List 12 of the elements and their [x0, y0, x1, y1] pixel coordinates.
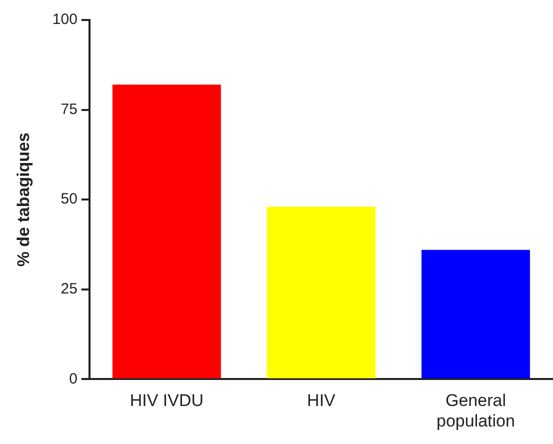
bar	[112, 84, 221, 378]
y-tick-label: 25	[60, 280, 78, 298]
y-axis-title: % de tabagiques	[14, 132, 33, 267]
y-tick-label: 0	[69, 370, 78, 388]
bar	[422, 250, 530, 378]
y-tick-label: 100	[52, 11, 78, 28]
y-tick-label: 75	[60, 100, 78, 118]
x-tick-label: HIV	[307, 391, 336, 410]
x-tick-label: General population	[436, 391, 515, 430]
bar	[266, 206, 376, 378]
x-tick-label: HIV IVDU	[130, 391, 204, 410]
y-tick-label: 50	[60, 190, 78, 208]
